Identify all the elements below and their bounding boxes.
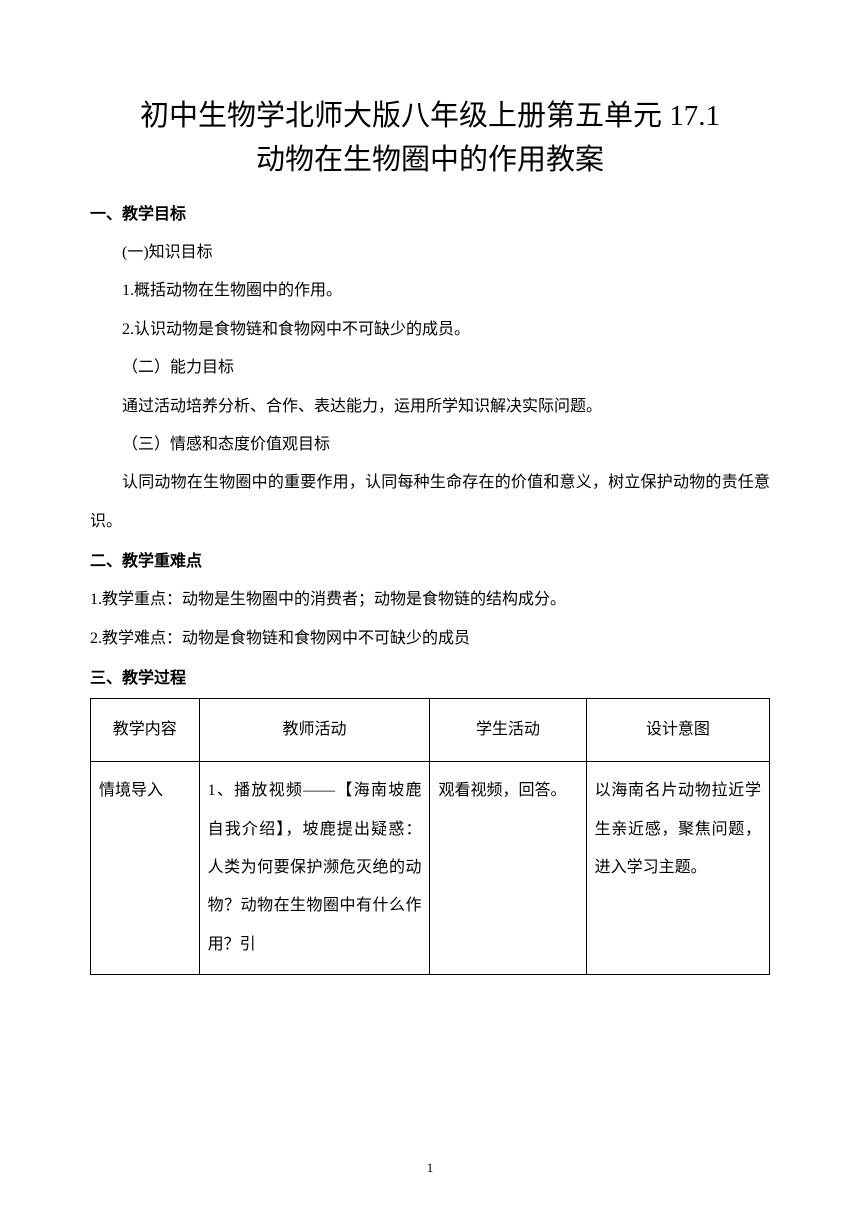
table-cell-1-1: 情境导入 [91,762,200,975]
section-1-sub2: （二）能力目标 [90,349,770,387]
section-1-sub1: (一)知识目标 [90,234,770,272]
table-header-4: 设计意图 [586,698,769,761]
section-1-sub3: （三）情感和态度价值观目标 [90,426,770,464]
title-line-2: 动物在生物圈中的作用教案 [90,139,770,183]
section-3-header: 三、教学过程 [90,664,770,688]
table-header-row: 教学内容 教师活动 学生活动 设计意图 [91,698,770,761]
section-1-item1: 1.概括动物在生物圈中的作用。 [90,272,770,310]
teaching-process-table: 教学内容 教师活动 学生活动 设计意图 情境导入 1、播放视频——【海南坡鹿自我… [90,698,770,975]
table-header-2: 教师活动 [199,698,430,761]
section-1-item3: 通过活动培养分析、合作、表达能力，运用所学知识解决实际问题。 [90,388,770,426]
section-1-header: 一、教学目标 [90,200,770,224]
title-line-1: 初中生物学北师大版八年级上册第五单元 17.1 [90,95,770,139]
table-row: 情境导入 1、播放视频——【海南坡鹿自我介绍】，坡鹿提出疑惑：人类为何要保护濒危… [91,762,770,975]
table-header-1: 教学内容 [91,698,200,761]
table-cell-1-2: 1、播放视频——【海南坡鹿自我介绍】，坡鹿提出疑惑：人类为何要保护濒危灭绝的动物… [199,762,430,975]
table-cell-1-4: 以海南名片动物拉近学生亲近感，聚焦问题，进入学习主题。 [586,762,769,975]
section-2-header: 二、教学重难点 [90,547,770,571]
section-1-item4: 认同动物在生物圈中的重要作用，认同每种生命存在的价值和意义，树立保护动物的责任意… [90,464,770,541]
section-2-item1: 1.教学重点：动物是生物圈中的消费者；动物是食物链的结构成分。 [90,581,770,619]
table-header-3: 学生活动 [430,698,586,761]
document-title: 初中生物学北师大版八年级上册第五单元 17.1 动物在生物圈中的作用教案 [90,95,770,182]
section-1-item2: 2.认识动物是食物链和食物网中不可缺少的成员。 [90,311,770,349]
table-cell-1-3: 观看视频，回答。 [430,762,586,975]
page-number: 1 [0,1160,860,1176]
section-2-item2: 2.教学难点：动物是食物链和食物网中不可缺少的成员 [90,620,770,658]
